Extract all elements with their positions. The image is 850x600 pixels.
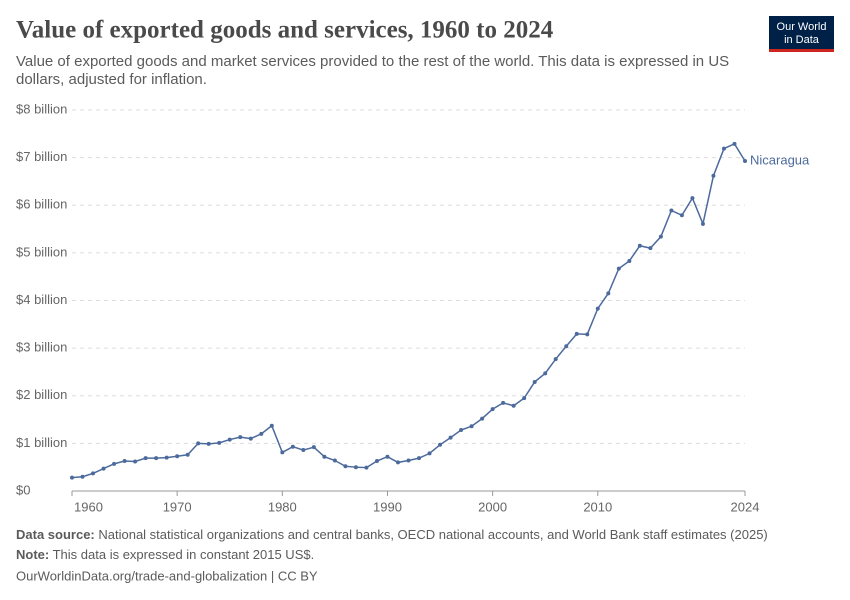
data-point (164, 455, 169, 460)
data-point (427, 451, 432, 456)
data-point (385, 454, 390, 459)
series-line (71, 142, 746, 479)
y-tick-label: $3 billion (16, 340, 67, 355)
data-point (459, 428, 464, 433)
data-point (480, 416, 485, 421)
data-point (196, 441, 201, 446)
data-point (627, 258, 632, 263)
subtitle: Value of exported goods and market servi… (16, 53, 729, 70)
data-point (101, 466, 106, 471)
logo-text: Our World (777, 21, 827, 33)
data-point (122, 458, 127, 463)
x-tick-label: 1960 (74, 499, 103, 514)
x-tick-label: 1990 (373, 499, 402, 514)
data-point (322, 454, 327, 459)
data-point (648, 246, 653, 251)
data-point (469, 424, 474, 429)
data-point (80, 474, 85, 479)
y-tick-label: $7 billion (16, 149, 67, 164)
logo[interactable]: Our World in Data (769, 16, 834, 52)
data-point (290, 444, 295, 449)
data-point (501, 400, 506, 405)
data-point (206, 441, 211, 446)
y-tick-label: $2 billion (16, 387, 67, 402)
data-point (616, 266, 621, 271)
data-point (238, 435, 243, 440)
data-point (743, 158, 747, 163)
data-point (732, 141, 737, 146)
y-tick-label: $5 billion (16, 244, 67, 259)
data-point (564, 344, 569, 349)
data-point (154, 456, 159, 461)
x-tick-label: 1970 (163, 499, 192, 514)
x-tick-label: 2024 (731, 499, 760, 514)
logo-box (769, 16, 834, 52)
data-point (70, 475, 74, 480)
url[interactable]: OurWorldinData.org/trade-and-globalizati… (16, 568, 318, 583)
x-tick-label: 1980 (268, 499, 297, 514)
data-point (280, 450, 285, 455)
data-point (700, 221, 705, 226)
data-point (175, 454, 180, 459)
source-text: National statistical organizations and c… (98, 527, 767, 542)
data-point (91, 471, 96, 476)
data-point (185, 452, 190, 457)
data-point (448, 435, 453, 440)
data-point (522, 396, 527, 401)
data-point (374, 458, 379, 463)
data-point (711, 173, 716, 178)
y-tick-label: $0 (16, 482, 30, 497)
data-point (438, 442, 443, 447)
note-label: Note: (16, 547, 49, 562)
data-point (301, 448, 306, 453)
data-point (364, 465, 369, 470)
data-point (332, 458, 337, 463)
data-point (133, 459, 138, 464)
x-tick-label: 2000 (478, 499, 507, 514)
note: Note: This data is expressed in constant… (16, 547, 314, 562)
source-label: Data source: (16, 527, 95, 542)
data-point (395, 460, 400, 465)
note-text: This data is expressed in constant 2015 … (53, 547, 315, 562)
data-point (543, 371, 548, 376)
data-point (511, 403, 516, 408)
source: Data source: National statistical organi… (16, 527, 768, 542)
data-point (259, 431, 264, 436)
series-label: Nicaragua (750, 152, 810, 167)
data-point (585, 332, 590, 337)
data-point (248, 436, 253, 441)
data-point (637, 243, 642, 248)
data-point (112, 461, 117, 466)
logo-text: in Data (784, 34, 820, 46)
data-point (595, 306, 600, 311)
data-point (269, 423, 274, 428)
data-point (343, 464, 348, 469)
y-tick-label: $8 billion (16, 101, 67, 116)
data-point (143, 456, 148, 461)
chart-title: Value of exported goods and services, 19… (16, 17, 554, 44)
data-point (227, 437, 232, 442)
logo-stripe (769, 49, 834, 52)
data-point (606, 291, 611, 296)
data-point (553, 357, 558, 362)
data-point (353, 465, 358, 470)
data-point (217, 440, 222, 445)
y-tick-label: $4 billion (16, 292, 67, 307)
data-point (311, 445, 316, 450)
data-point (658, 234, 663, 239)
data-point (574, 331, 579, 336)
data-point (679, 213, 684, 218)
data-point (490, 407, 495, 412)
x-tick-label: 2010 (583, 499, 612, 514)
data-point (721, 146, 726, 151)
y-tick-label: $1 billion (16, 435, 67, 450)
y-tick-label: $6 billion (16, 197, 67, 212)
data-point (417, 456, 422, 461)
subtitle: dollars, adjusted for inflation. (16, 71, 207, 88)
data-point (406, 458, 411, 463)
data-point (532, 379, 537, 384)
data-point (690, 196, 695, 201)
data-point (669, 208, 674, 213)
